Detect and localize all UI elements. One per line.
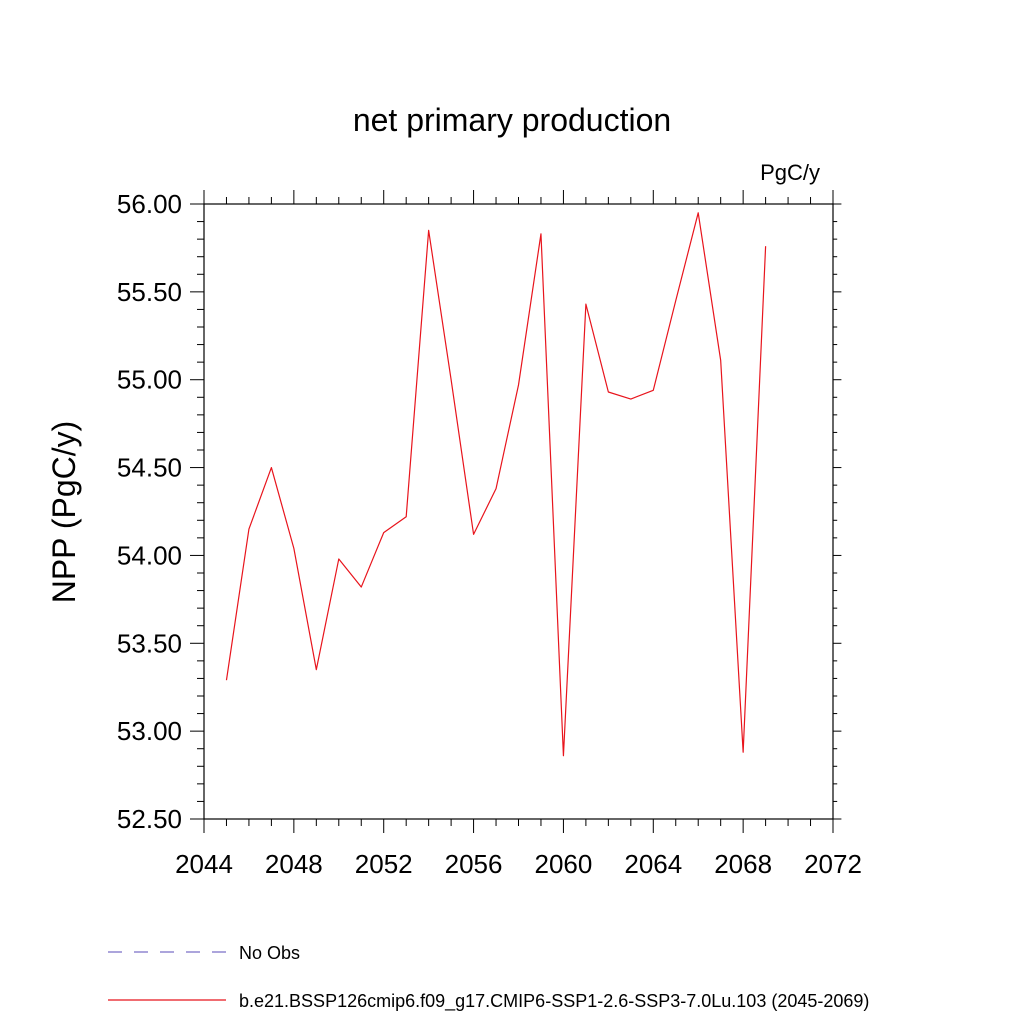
legend: No Obs b.e21.BSSP126cmip6.f09_g17.CMIP6-S… [108,943,869,1012]
x-tick-label: 2052 [355,849,413,879]
x-tick-labels: 2044 2048 2052 2056 2060 2064 2068 2072 [175,849,862,879]
y-axis-label: NPP (PgC/y) [46,421,82,604]
legend-label: b.e21.BSSP126cmip6.f09_g17.CMIP6-SSP1-2.… [239,991,869,1012]
x-tick-label: 2044 [175,849,233,879]
y-tick-label: 53.50 [117,628,182,658]
y-tick-label: 55.50 [117,277,182,307]
series-layer [225,212,767,757]
legend-label: No Obs [239,943,300,963]
y-tick-labels: 52.50 53.00 53.50 54.00 54.50 55.00 55.50 56.00 [117,189,182,834]
y-tick-label: 54.00 [117,540,182,570]
x-tick-label: 2068 [714,849,772,879]
y-tick-label: 54.50 [117,453,182,483]
y-tick-label: 56.00 [117,189,182,219]
y-tick-label: 53.00 [117,716,182,746]
x-tick-label: 2060 [535,849,593,879]
y-tick-label: 52.50 [117,804,182,834]
chart-title: net primary production [353,102,671,138]
units-label: PgC/y [760,160,820,185]
axis-ticks [190,190,842,833]
series-line [225,212,767,757]
plot-frame [203,203,834,820]
x-tick-label: 2064 [624,849,682,879]
y-tick-label: 55.00 [117,365,182,395]
x-tick-label: 2072 [804,849,862,879]
x-tick-label: 2056 [445,849,503,879]
x-tick-label: 2048 [265,849,323,879]
